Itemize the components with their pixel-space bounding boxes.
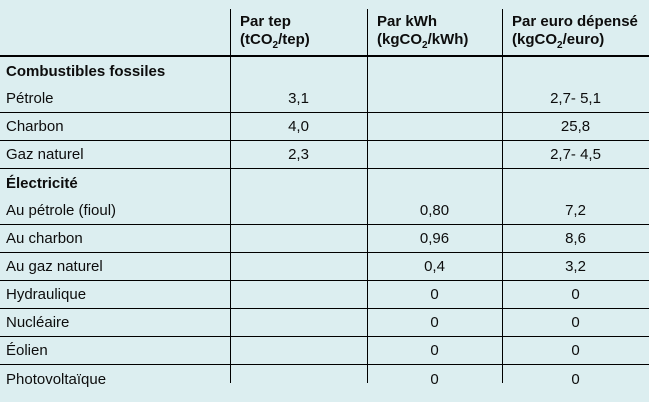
row-value-par-euro: 7,2 bbox=[565, 202, 586, 219]
row-label: Au pétrole (fioul) bbox=[6, 202, 117, 219]
column-divider-3 bbox=[502, 9, 503, 383]
column-header-par-euro-line2: (kgCO2/euro) bbox=[512, 31, 605, 51]
column-header-par-tep: Par tep (tCO2/tep) bbox=[230, 10, 367, 55]
row-value-par-tep: 2,3 bbox=[288, 146, 309, 163]
column-divider-2 bbox=[367, 9, 368, 383]
row-label: Combustibles fossiles bbox=[6, 62, 166, 80]
row-value-par-kwh: 0 bbox=[430, 286, 439, 303]
row-value-par-euro: 0 bbox=[571, 286, 580, 303]
column-header-par-tep-line1: Par tep bbox=[240, 13, 291, 30]
row-value-par-euro: 2,7- 4,5 bbox=[550, 146, 601, 163]
row-label: Gaz naturel bbox=[6, 146, 84, 163]
row-label: Électricité bbox=[6, 174, 78, 192]
row-value-par-euro: 25,8 bbox=[560, 118, 591, 135]
row-label: Au charbon bbox=[6, 230, 83, 247]
row-value-par-kwh: 0,4 bbox=[424, 258, 445, 275]
row-value-par-kwh: 0,80 bbox=[419, 202, 450, 219]
row-value-par-euro: 8,6 bbox=[565, 230, 586, 247]
table-row: Charbon 4,0 25,8 bbox=[0, 113, 649, 141]
row-label: Éolien bbox=[6, 342, 48, 359]
column-header-par-euro: Par euro dépensé (kgCO2/euro) bbox=[502, 10, 649, 55]
row-label: Nucléaire bbox=[6, 314, 70, 331]
table-header-row: Par tep (tCO2/tep) Par kWh (kgCO2/kWh) P… bbox=[0, 10, 649, 57]
table-row: Éolien 0 0 bbox=[0, 337, 649, 365]
row-value-par-tep: 3,1 bbox=[288, 90, 309, 107]
row-value-par-kwh: 0 bbox=[430, 370, 439, 388]
table-row: Pétrole 3,1 2,7- 5,1 bbox=[0, 85, 649, 113]
table-row: Photovoltaïque 0 0 bbox=[0, 365, 649, 393]
column-header-empty bbox=[0, 10, 230, 55]
row-label: Photovoltaïque bbox=[6, 370, 107, 388]
table-row: Au pétrole (fioul) 0,80 7,2 bbox=[0, 197, 649, 225]
column-header-par-kwh-line1: Par kWh bbox=[377, 13, 438, 30]
table-row: Nucléaire 0 0 bbox=[0, 309, 649, 337]
row-label: Charbon bbox=[6, 118, 64, 135]
row-value-par-euro: 0 bbox=[571, 314, 580, 331]
column-header-par-tep-line2: (tCO2/tep) bbox=[240, 31, 310, 51]
row-value-par-kwh: 0 bbox=[430, 342, 439, 359]
column-header-par-kwh-line2: (kgCO2/kWh) bbox=[377, 31, 469, 51]
row-label: Au gaz naturel bbox=[6, 258, 103, 275]
column-header-par-kwh: Par kWh (kgCO2/kWh) bbox=[367, 10, 502, 55]
table-row: Au gaz naturel 0,4 3,2 bbox=[0, 253, 649, 281]
row-value-par-kwh: 0,96 bbox=[419, 230, 450, 247]
emissions-table: Par tep (tCO2/tep) Par kWh (kgCO2/kWh) P… bbox=[0, 10, 649, 393]
row-value-par-euro: 0 bbox=[571, 342, 580, 359]
row-value-par-tep: 4,0 bbox=[288, 118, 309, 135]
table-row: Combustibles fossiles bbox=[0, 57, 649, 85]
row-label: Hydraulique bbox=[6, 286, 87, 303]
column-divider-1 bbox=[230, 9, 231, 383]
table-row: Hydraulique 0 0 bbox=[0, 281, 649, 309]
row-value-par-euro: 0 bbox=[571, 370, 580, 388]
table-row: Au charbon 0,96 8,6 bbox=[0, 225, 649, 253]
row-label: Pétrole bbox=[6, 90, 54, 107]
row-value-par-euro: 2,7- 5,1 bbox=[550, 90, 601, 107]
table-row: Gaz naturel 2,3 2,7- 4,5 bbox=[0, 141, 649, 169]
row-value-par-kwh: 0 bbox=[430, 314, 439, 331]
table-row: Électricité bbox=[0, 169, 649, 197]
column-header-par-euro-line1: Par euro dépensé bbox=[512, 13, 638, 30]
table-body: Combustibles fossiles Pétrole 3,1 2,7- 5… bbox=[0, 57, 649, 393]
row-value-par-euro: 3,2 bbox=[565, 258, 586, 275]
